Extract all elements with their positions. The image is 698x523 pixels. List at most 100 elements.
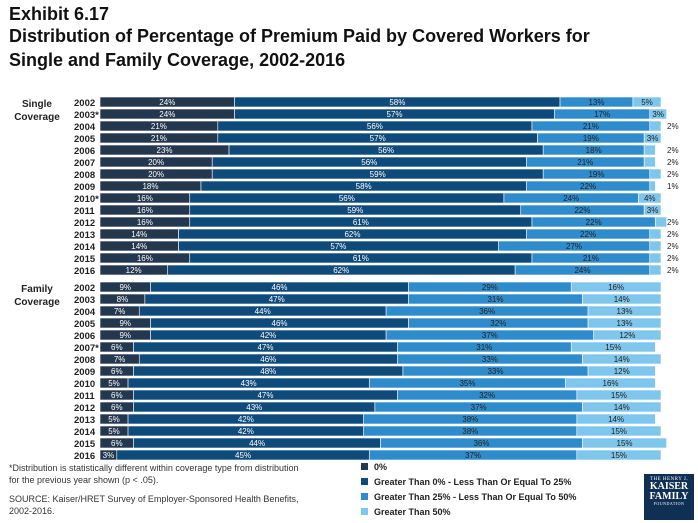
- single-data-label: 16%: [137, 206, 153, 215]
- single-data-label: 58%: [389, 98, 405, 107]
- single-year-label: 2014: [74, 242, 96, 253]
- single-bar-segment: [649, 180, 656, 192]
- family-data-label: 6%: [111, 367, 123, 376]
- family-data-label: 48%: [260, 367, 276, 376]
- legend: 0% Greater Than 0% - Less Than Or Equal …: [360, 459, 576, 519]
- family-data-label: 42%: [260, 331, 276, 340]
- single-year-label: 2016: [74, 266, 95, 277]
- single-year-label: 2007: [74, 158, 95, 169]
- family-data-label: 37%: [471, 403, 487, 412]
- logo-top-text: THE HENRY J.: [649, 477, 689, 482]
- single-data-label: 57%: [330, 242, 346, 251]
- single-data-label: 24%: [159, 98, 175, 107]
- family-year-label: 2011: [74, 391, 95, 402]
- family-year-label: 2008: [74, 355, 95, 366]
- single-group-label: Single: [22, 99, 52, 110]
- family-data-label: 47%: [257, 343, 273, 352]
- family-data-label: 47%: [257, 391, 273, 400]
- family-data-label: 29%: [482, 283, 498, 292]
- family-year-label: 2003: [74, 295, 95, 306]
- family-data-label: 7%: [114, 307, 126, 316]
- single-data-label: 19%: [583, 134, 599, 143]
- family-bar-segment: [570, 341, 656, 353]
- legend-item-0pct: 0%: [360, 459, 576, 474]
- family-data-label: 9%: [119, 319, 131, 328]
- family-bar-segment: [582, 293, 662, 305]
- exhibit-label: Exhibit 6.17: [9, 4, 110, 24]
- family-data-label: 46%: [272, 283, 288, 292]
- family-data-label: 15%: [611, 451, 627, 460]
- logo-bottom-text: FOUNDATION: [653, 501, 685, 506]
- single-data-label: 59%: [370, 170, 386, 179]
- single-data-label: 2%: [667, 242, 679, 251]
- family-bar-segment: [582, 401, 662, 413]
- family-data-label: 5%: [108, 427, 120, 436]
- legend-label-0pct: 0%: [374, 461, 388, 472]
- family-data-label: 5%: [108, 379, 120, 388]
- family-data-label: 5%: [108, 415, 120, 424]
- family-data-label: 6%: [111, 343, 123, 352]
- family-data-label: 36%: [473, 439, 489, 448]
- family-data-label: 46%: [272, 319, 288, 328]
- single-data-label: 12%: [126, 266, 142, 275]
- single-bar-segment: [649, 240, 662, 252]
- family-data-label: 33%: [487, 367, 503, 376]
- single-data-label: 62%: [333, 266, 349, 275]
- family-data-label: 37%: [465, 451, 481, 460]
- family-data-label: 31%: [487, 295, 503, 304]
- family-bar-segment: [587, 317, 662, 329]
- single-data-label: 59%: [347, 206, 363, 215]
- family-group-label: Coverage: [14, 297, 60, 308]
- family-year-label: 2007*: [74, 343, 99, 354]
- family-data-label: 13%: [617, 307, 633, 316]
- single-data-label: 14%: [131, 242, 147, 251]
- family-year-label: 2016: [74, 451, 95, 460]
- legend-label-0-25pct: Greater Than 0% - Less Than Or Equal To …: [374, 476, 572, 487]
- family-data-label: 6%: [111, 403, 123, 412]
- family-year-label: 2015: [74, 439, 96, 450]
- single-data-label: 21%: [151, 134, 167, 143]
- family-data-label: 42%: [238, 427, 254, 436]
- family-data-label: 6%: [111, 391, 123, 400]
- single-group-label: Coverage: [14, 112, 60, 123]
- single-data-label: 20%: [148, 170, 164, 179]
- family-data-label: 44%: [255, 307, 271, 316]
- family-data-label: 7%: [114, 355, 126, 364]
- family-data-label: 35%: [459, 379, 475, 388]
- family-data-label: 14%: [608, 415, 624, 424]
- single-bar-segment: [649, 120, 662, 132]
- legend-swatch-25-50pct: [360, 492, 369, 501]
- single-year-label: 2008: [74, 170, 95, 181]
- chart-title: Exhibit 6.17 Distribution of Percentage …: [9, 4, 590, 72]
- single-year-label: 2003*: [74, 110, 99, 121]
- single-data-label: 16%: [137, 194, 153, 203]
- single-year-label: 2004: [74, 122, 96, 133]
- single-data-label: 2%: [667, 146, 679, 155]
- family-bar-segment: [587, 365, 656, 377]
- family-year-label: 2013: [74, 415, 95, 426]
- family-data-label: 31%: [476, 343, 492, 352]
- single-year-label: 2010*: [74, 194, 99, 205]
- legend-item-25-50pct: Greater Than 25% - Less Than Or Equal To…: [360, 489, 576, 504]
- legend-label-25-50pct: Greater Than 25% - Less Than Or Equal To…: [374, 491, 577, 502]
- title-line-2: Single and Family Coverage, 2002-2016: [9, 50, 346, 70]
- family-year-label: 2009: [74, 367, 95, 378]
- single-year-label: 2002: [74, 98, 95, 109]
- family-bar-segment: [587, 305, 662, 317]
- single-bar-segment: [655, 216, 667, 228]
- single-data-label: 61%: [353, 218, 369, 227]
- family-data-label: 15%: [611, 391, 627, 400]
- single-data-label: 2%: [667, 266, 679, 275]
- single-data-label: 24%: [574, 266, 590, 275]
- single-year-label: 2015: [74, 254, 96, 265]
- single-data-label: 3%: [647, 206, 659, 215]
- single-data-label: 18%: [142, 182, 158, 191]
- single-data-label: 2%: [667, 158, 679, 167]
- family-bar-segment: [582, 437, 667, 449]
- family-data-label: 42%: [238, 415, 254, 424]
- single-data-label: 2%: [667, 122, 679, 131]
- family-data-label: 9%: [119, 283, 131, 292]
- single-bar-segment: [643, 144, 656, 156]
- family-data-label: 38%: [462, 427, 478, 436]
- single-bar-segment: [649, 228, 662, 240]
